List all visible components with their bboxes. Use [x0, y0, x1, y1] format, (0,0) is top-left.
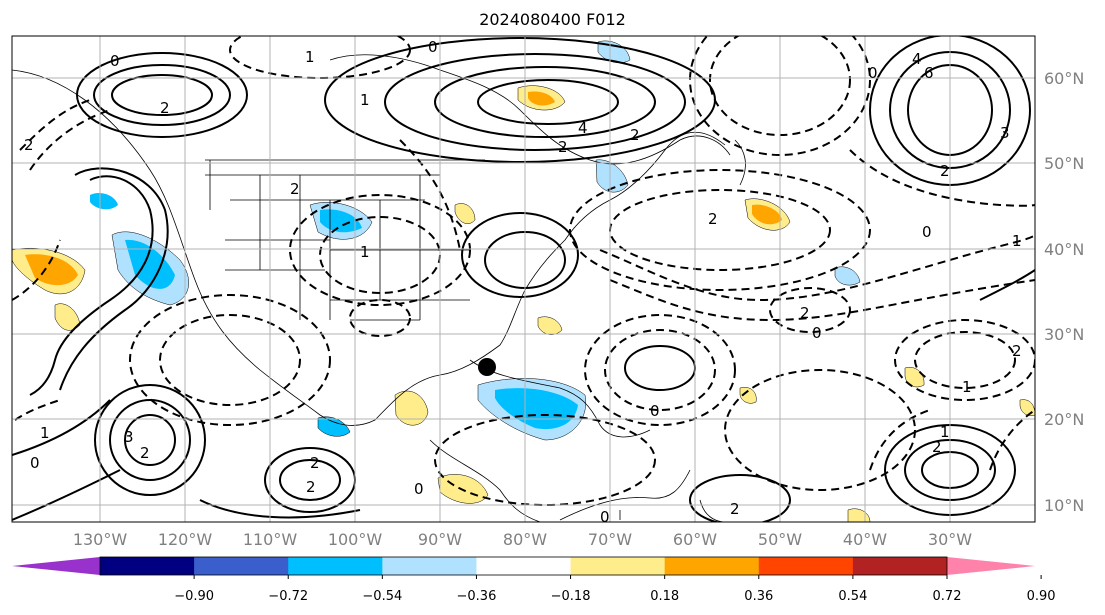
svg-text:1: 1	[1012, 232, 1022, 250]
colorbar-label: −0.36	[457, 589, 497, 604]
map-frame	[11, 35, 1036, 523]
svg-text:3: 3	[124, 428, 134, 446]
colorbar-segment	[570, 557, 666, 575]
colorbar: −0.90 −0.72 −0.54 −0.36 −0.18 0.18 0.36 0.54 0.7…	[12, 556, 1056, 604]
lon-label: 80°W	[503, 530, 547, 549]
svg-text:0: 0	[428, 38, 438, 56]
lon-label: 70°W	[588, 530, 632, 549]
colorbar-segment	[100, 557, 195, 575]
lon-label: 30°W	[928, 530, 972, 549]
svg-text:1: 1	[305, 48, 315, 66]
colorbar-label: −0.90	[174, 589, 214, 604]
coastlines	[12, 54, 746, 522]
lon-label: 50°W	[758, 530, 802, 549]
colorbar-label: 0.54	[838, 589, 867, 604]
lat-label: 10°N	[1044, 496, 1084, 515]
lon-label: 40°W	[843, 530, 887, 549]
svg-text:2: 2	[940, 162, 950, 180]
anomaly-fills	[12, 40, 1035, 522]
svg-text:1: 1	[360, 243, 370, 261]
colorbar-segment	[476, 557, 572, 575]
colorbar-label: −0.18	[551, 589, 591, 604]
svg-text:1: 1	[360, 91, 370, 109]
lon-label: 90°W	[418, 530, 462, 549]
negative-contours	[12, 36, 1035, 506]
lat-label: 20°N	[1044, 410, 1084, 429]
svg-text:2: 2	[140, 444, 150, 462]
svg-text:2: 2	[932, 438, 942, 456]
svg-text:2: 2	[24, 136, 34, 154]
svg-text:4: 4	[912, 50, 922, 68]
colorbar-segment	[194, 557, 289, 575]
lon-label: 130°W	[73, 530, 128, 549]
svg-text:1: 1	[962, 378, 972, 396]
svg-text:2: 2	[310, 454, 320, 472]
svg-text:0: 0	[414, 480, 424, 498]
svg-text:2: 2	[290, 180, 300, 198]
colorbar-label: 0.36	[744, 589, 773, 604]
colorbar-segment	[664, 557, 760, 575]
svg-text:4: 4	[578, 119, 588, 137]
svg-text:0: 0	[110, 52, 120, 70]
svg-text:2: 2	[708, 210, 718, 228]
svg-text:2: 2	[800, 304, 810, 322]
svg-text:2: 2	[306, 478, 316, 496]
svg-text:0: 0	[30, 454, 40, 472]
lat-label: 50°N	[1044, 154, 1084, 173]
colorbar-label: −0.54	[362, 589, 402, 604]
colorbar-segment	[288, 557, 383, 575]
lat-label: 40°N	[1044, 240, 1084, 259]
svg-text:1: 1	[40, 424, 50, 442]
lat-label: 30°N	[1044, 325, 1084, 344]
svg-text:0: 0	[812, 324, 822, 342]
colorbar-extend-low	[12, 557, 100, 575]
svg-text:2: 2	[730, 500, 740, 518]
lon-label: 120°W	[158, 530, 213, 549]
svg-text:2: 2	[630, 126, 640, 144]
map-title: 2024080400 F012	[479, 10, 626, 29]
lon-label: 110°W	[243, 530, 298, 549]
lon-label: 60°W	[673, 530, 717, 549]
svg-text:0: 0	[600, 508, 610, 526]
lat-label: 60°N	[1044, 69, 1084, 88]
location-marker	[478, 358, 496, 376]
colorbar-label: 0.18	[650, 589, 679, 604]
latitude-labels: 60°N 50°N 40°N 30°N 20°N 10°N	[1044, 69, 1084, 515]
colorbar-segment	[758, 557, 854, 575]
svg-text:0: 0	[650, 402, 660, 420]
svg-text:2: 2	[160, 99, 170, 117]
colorbar-segment	[852, 557, 948, 575]
colorbar-label: 0.90	[1027, 589, 1056, 604]
colorbar-extend-high	[947, 557, 1035, 575]
svg-text:0: 0	[922, 223, 932, 241]
colorbar-segment	[382, 557, 477, 575]
colorbar-label: 0.72	[933, 589, 962, 604]
longitude-labels: 130°W 120°W 110°W 100°W 90°W 80°W 70°W 6…	[73, 530, 972, 549]
svg-text:2: 2	[558, 138, 568, 156]
graticule	[12, 36, 1035, 522]
svg-text:0: 0	[868, 64, 878, 82]
svg-text:2: 2	[1012, 342, 1022, 360]
svg-text:3: 3	[1000, 124, 1010, 142]
svg-text:1: 1	[940, 423, 950, 441]
svg-text:6: 6	[924, 64, 934, 82]
lon-label: 100°W	[328, 530, 383, 549]
contour-labels: 1 2 0 2 1 0 2 4 2 0 4 6 2 3 0 1 2 0 2 2 …	[24, 38, 1022, 526]
colorbar-label: −0.72	[268, 589, 308, 604]
